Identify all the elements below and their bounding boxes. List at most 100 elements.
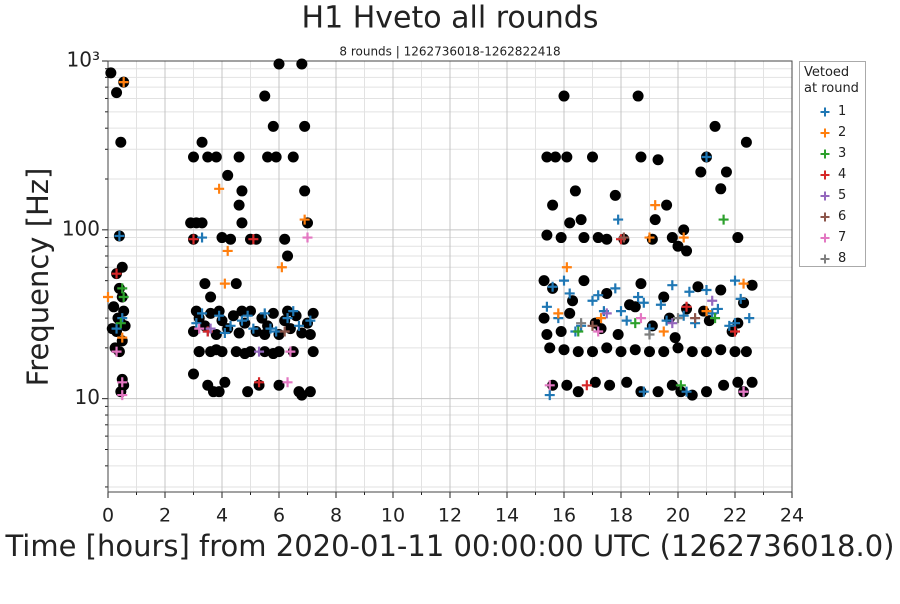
veto-point <box>701 285 712 296</box>
y-tick-label: 10³ <box>67 48 100 72</box>
veto-point <box>293 320 304 331</box>
chart-title: H1 Hveto all rounds <box>302 1 599 36</box>
point <box>652 386 664 398</box>
legend-marker <box>820 107 830 116</box>
legend-label: 7 <box>838 230 847 245</box>
veto-point <box>118 77 129 88</box>
point <box>547 199 559 211</box>
point <box>720 166 732 178</box>
veto-point <box>248 323 259 334</box>
point <box>282 305 294 317</box>
point <box>678 224 690 236</box>
veto-point <box>254 377 265 388</box>
veto-point <box>633 292 644 303</box>
veto-point <box>564 288 575 299</box>
veto-point <box>616 306 626 317</box>
veto-point <box>638 297 649 308</box>
veto-point <box>673 313 683 324</box>
point <box>541 328 553 340</box>
point <box>740 346 752 358</box>
point <box>111 87 123 99</box>
point <box>701 346 712 358</box>
veto-point <box>593 290 604 301</box>
point <box>296 389 308 401</box>
veto-point <box>675 380 686 391</box>
point <box>609 189 621 201</box>
x-tick-label: 14 <box>495 505 519 527</box>
point <box>555 325 567 337</box>
veto-point <box>644 329 655 340</box>
veto-point <box>667 318 678 329</box>
legend-plus <box>820 170 830 179</box>
point <box>227 310 239 322</box>
veto-point <box>730 275 740 286</box>
veto-point <box>644 232 655 243</box>
veto-point <box>621 315 632 326</box>
point <box>202 151 214 163</box>
point <box>681 245 693 257</box>
veto-point <box>197 308 208 319</box>
veto-point <box>254 346 265 357</box>
point <box>572 346 584 358</box>
point <box>669 332 681 344</box>
point <box>299 185 311 197</box>
veto-point <box>678 232 689 243</box>
point <box>233 151 245 163</box>
veto-point <box>547 281 558 292</box>
point <box>718 379 730 391</box>
veto-point <box>718 214 729 225</box>
point <box>242 386 254 398</box>
point <box>538 312 550 324</box>
point <box>304 386 316 398</box>
point <box>541 229 553 241</box>
point <box>587 346 598 358</box>
veto-point <box>282 377 293 388</box>
veto-point <box>111 323 122 334</box>
veto-point <box>544 390 555 401</box>
x-tick-label: 16 <box>552 505 576 527</box>
legend-entry: 7 <box>804 227 861 248</box>
legend-marker <box>820 149 830 158</box>
veto-point <box>630 318 641 329</box>
veto-point <box>618 232 629 243</box>
point <box>259 346 271 358</box>
veto-point <box>730 326 740 337</box>
point <box>210 344 222 356</box>
point <box>587 151 598 163</box>
point <box>213 386 225 398</box>
point <box>666 232 678 244</box>
legend-entry: 8 <box>804 248 861 269</box>
point <box>729 346 741 358</box>
veto-point <box>541 301 552 312</box>
veto-point <box>667 280 678 291</box>
veto-point <box>544 380 555 391</box>
point <box>196 136 208 148</box>
veto-point <box>681 386 692 397</box>
point <box>575 214 587 226</box>
veto-point <box>690 313 701 324</box>
point <box>672 240 684 252</box>
veto-point <box>596 313 607 324</box>
legend-entry: 1 <box>804 101 861 122</box>
legend-label: 1 <box>838 104 847 119</box>
legend-entry: 6 <box>804 206 861 227</box>
legend-entry: 2 <box>804 122 861 143</box>
veto-point <box>299 214 310 225</box>
y-tick-label: 100 <box>62 216 100 240</box>
legend-plus <box>820 233 830 242</box>
point <box>239 348 251 360</box>
veto-point <box>265 323 276 334</box>
point <box>196 217 208 229</box>
veto-point <box>279 326 290 337</box>
veto-point <box>194 323 205 334</box>
point <box>709 120 721 132</box>
legend-label: 5 <box>838 188 847 203</box>
veto-point <box>701 152 712 163</box>
veto-point <box>601 308 612 319</box>
point <box>230 278 242 290</box>
legend-label: 2 <box>838 125 847 140</box>
veto-point <box>191 318 202 329</box>
veto-point <box>214 310 225 321</box>
point <box>273 58 285 70</box>
veto-point <box>738 278 749 289</box>
